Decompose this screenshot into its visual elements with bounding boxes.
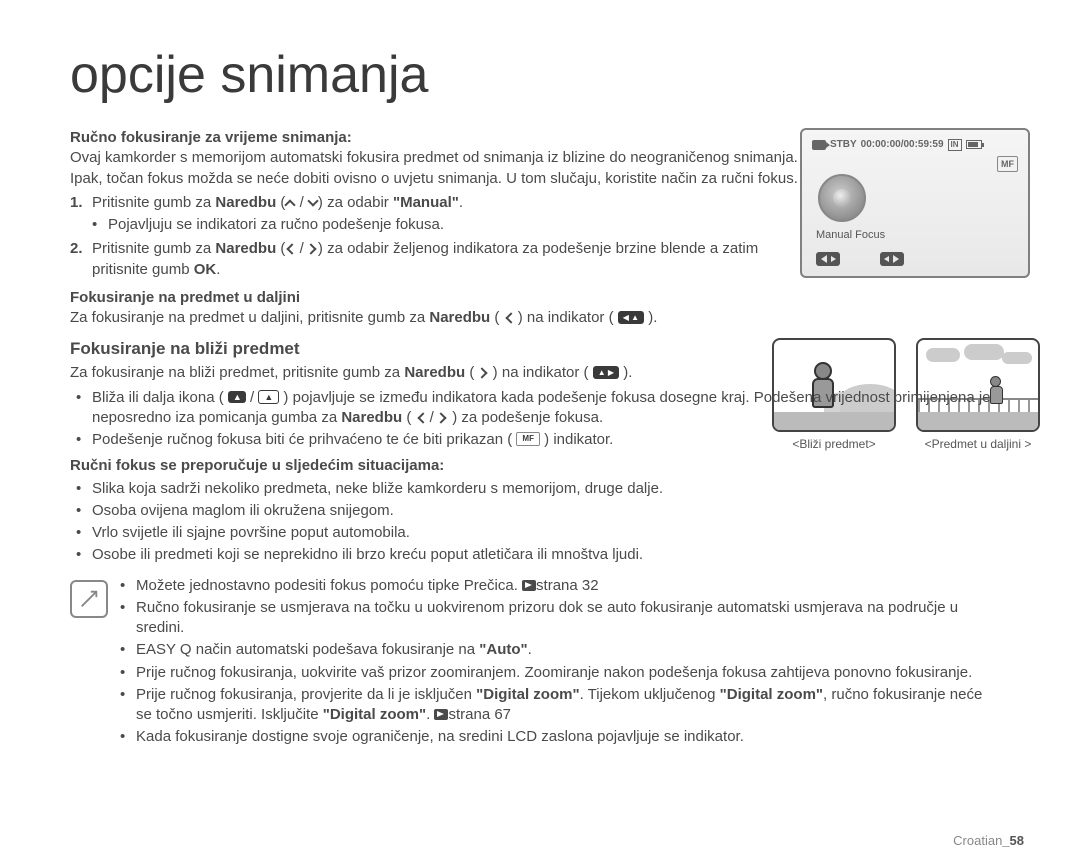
note-box: Možete jednostavno podesiti fokus pomoću… xyxy=(70,576,1000,750)
chevron-up-icon xyxy=(285,198,295,208)
text-near-subject: Za fokusiranje na bliži predmet, pritisn… xyxy=(70,363,800,383)
note-item: EASY Q način automatski podešava fokusir… xyxy=(136,640,1000,660)
text-far-subject: Za fokusiranje na predmet u daljini, pri… xyxy=(70,308,800,328)
battery-icon xyxy=(966,140,982,149)
rec-item: Osobe ili predmeti koji se neprekidno il… xyxy=(92,545,1000,565)
reference-arrow-icon xyxy=(434,709,448,720)
chevron-right-icon xyxy=(438,413,448,423)
mf-indicator-icon: MF xyxy=(997,156,1018,172)
note-item: Prije ručnog fokusiranja, provjerite da … xyxy=(136,685,1000,726)
far-indicator-icon xyxy=(593,366,619,379)
footer-page-number: _58 xyxy=(1002,833,1024,848)
rec-item: Vrlo svijetle ili sjajne površine poput … xyxy=(92,523,1000,543)
near-bullet-2: Podešenje ručnog fokusa biti će prihvaće… xyxy=(92,430,1000,450)
focus-far-icon xyxy=(880,252,904,266)
chevron-down-icon xyxy=(308,198,318,208)
heading-far-subject: Fokusiranje na predmet u daljini xyxy=(70,288,800,308)
step-1: Pritisnite gumb za Naredbu ( / ) za odab… xyxy=(92,193,800,236)
near-indicator-icon xyxy=(618,311,644,324)
timecode-label: 00:00:00/00:59:59 xyxy=(861,138,944,152)
camera-status-bar: STBY 00:00:00/00:59:59 IN xyxy=(812,138,1018,152)
focus-near-icon xyxy=(816,252,840,266)
chevron-left-icon xyxy=(285,244,295,254)
control-dial-icon xyxy=(818,174,866,222)
chevron-right-icon xyxy=(479,368,489,378)
reference-arrow-icon xyxy=(522,580,536,591)
manual-focus-label: Manual Focus xyxy=(816,228,885,243)
near-bullet-1: Bliža ili dalja ikona ( / ) pojavljuje s… xyxy=(92,388,1000,429)
page-title: opcije snimanja xyxy=(70,40,1020,110)
note-item: Kada fokusiranje dostigne svoje ograniče… xyxy=(136,727,1000,747)
camcorder-icon xyxy=(812,140,826,150)
recommended-list: Slika koja sadrži nekoliko predmeta, nek… xyxy=(70,479,1000,566)
heading-manual-focus: Ručno fokusiranje za vrijeme snimanja: xyxy=(70,128,800,148)
heading-recommended: Ručni fokus se preporučuje u sljedećim s… xyxy=(70,456,1000,476)
in-label: IN xyxy=(948,139,962,152)
note-item: Možete jednostavno podesiti fokus pomoću… xyxy=(136,576,1000,596)
step-2: Pritisnite gumb za Naredbu ( / ) za odab… xyxy=(92,239,800,280)
footer-language: Croatian xyxy=(953,833,1002,848)
far-marker-icon xyxy=(258,390,279,404)
rec-item: Osoba ovijena maglom ili okružena snijeg… xyxy=(92,501,1000,521)
page-footer: Croatian_58 xyxy=(953,832,1024,850)
step-1-bullet: Pojavljuju se indikatori za ručno podeše… xyxy=(108,215,800,235)
rec-item: Slika koja sadrži nekoliko predmeta, nek… xyxy=(92,479,1000,499)
camera-preview: STBY 00:00:00/00:59:59 IN MF Manual Focu… xyxy=(800,128,1030,278)
near-marker-icon xyxy=(228,391,246,403)
note-item: Prije ručnog fokusiranja, uokvirite vaš … xyxy=(136,663,1000,683)
chevron-left-icon xyxy=(416,413,426,423)
mf-indicator-icon xyxy=(516,432,540,446)
note-item: Ručno fokusiranje se usmjerava na točku … xyxy=(136,598,1000,639)
intro-text: Ovaj kamkorder s memorijom automatski fo… xyxy=(70,148,800,189)
heading-near-subject: Fokusiranje na bliži predmet xyxy=(70,338,800,361)
chevron-left-icon xyxy=(504,313,514,323)
chevron-right-icon xyxy=(308,244,318,254)
note-icon xyxy=(70,580,108,618)
stby-label: STBY xyxy=(830,138,857,152)
